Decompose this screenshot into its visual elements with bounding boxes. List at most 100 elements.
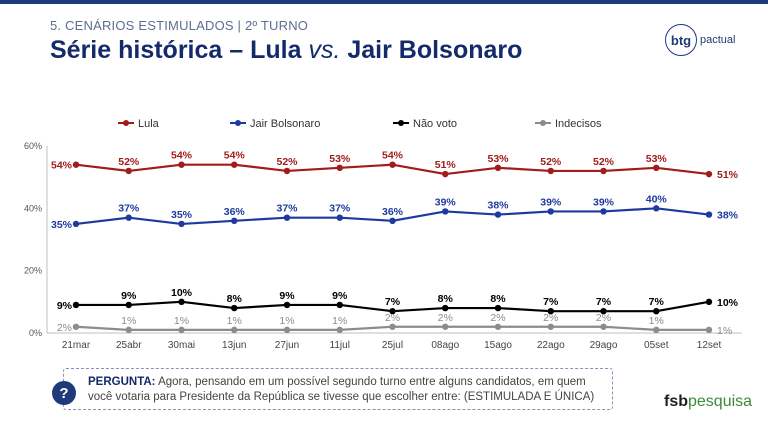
data-point xyxy=(125,167,132,175)
data-label: 2% xyxy=(438,312,453,324)
data-point xyxy=(547,323,554,330)
data-label: 52% xyxy=(540,156,562,168)
data-point xyxy=(547,307,554,315)
data-label: 53% xyxy=(646,153,668,165)
data-point xyxy=(547,167,554,175)
data-label: 54% xyxy=(224,150,246,162)
data-label: 37% xyxy=(118,203,140,215)
data-point xyxy=(442,323,449,330)
data-point xyxy=(336,301,343,309)
title-vs: vs. xyxy=(308,36,341,64)
data-point xyxy=(178,298,185,306)
fsb-main: fsb xyxy=(664,393,688,410)
data-label: 9% xyxy=(332,290,348,302)
x-tick-label: 05set xyxy=(644,340,669,351)
data-point xyxy=(178,326,185,334)
y-tick-label: 60% xyxy=(24,141,42,151)
x-tick-label: 13jun xyxy=(222,340,246,351)
y-tick-label: 40% xyxy=(24,203,42,213)
x-tick-label: 21mar xyxy=(62,340,91,351)
question-icon: ? xyxy=(52,381,76,405)
data-point xyxy=(653,307,660,315)
top-bar xyxy=(0,0,768,4)
data-label: 8% xyxy=(490,293,506,305)
data-point xyxy=(442,208,449,215)
question-label: PERGUNTA: xyxy=(88,376,156,388)
data-point xyxy=(442,304,449,312)
data-point xyxy=(705,298,713,306)
data-point xyxy=(600,208,607,215)
data-label: 8% xyxy=(438,293,454,305)
legend-swatch-marker xyxy=(235,120,241,126)
data-label: 8% xyxy=(227,293,243,305)
data-label: 40% xyxy=(646,193,668,205)
data-point xyxy=(336,326,343,334)
data-label: 53% xyxy=(487,153,509,165)
data-point xyxy=(705,170,713,178)
data-label: 2% xyxy=(543,312,558,324)
legend-swatch-marker xyxy=(398,120,404,126)
y-tick-label: 20% xyxy=(24,266,42,276)
data-label: 53% xyxy=(329,153,351,165)
data-label: 37% xyxy=(276,203,298,215)
data-label: 7% xyxy=(596,296,612,308)
question-body: Agora, pensando em um possível segundo t… xyxy=(88,376,595,403)
legend-label: Não voto xyxy=(413,118,457,130)
data-label: 52% xyxy=(593,156,615,168)
data-label: 38% xyxy=(487,200,509,212)
section-label: 5. CENÁRIOS ESTIMULADOS | 2º TURNO xyxy=(50,18,309,33)
data-label: 51% xyxy=(435,159,457,171)
data-point xyxy=(283,214,291,221)
data-point xyxy=(600,307,607,315)
fsb-logo: fsbpesquisa xyxy=(664,393,752,411)
x-tick-label: 25jul xyxy=(382,340,403,351)
data-point xyxy=(125,301,132,309)
logo-mark: btg xyxy=(665,24,697,56)
data-point xyxy=(283,301,291,309)
data-point xyxy=(705,211,713,218)
data-label: 1% xyxy=(649,315,664,327)
data-label: 7% xyxy=(649,296,665,308)
data-label: 2% xyxy=(385,312,400,324)
data-point xyxy=(72,161,80,168)
data-point xyxy=(72,301,80,309)
data-label: 2% xyxy=(596,312,611,324)
data-point xyxy=(389,323,396,330)
data-point xyxy=(600,167,607,175)
data-label: 51% xyxy=(717,169,739,181)
data-point xyxy=(178,161,185,168)
x-tick-label: 11jul xyxy=(330,340,350,351)
legend-label: Indecisos xyxy=(555,118,602,130)
data-point xyxy=(231,161,238,168)
question-text: PERGUNTA: Agora, pensando em um possível… xyxy=(88,375,608,405)
data-label: 1% xyxy=(227,315,242,327)
data-label: 1% xyxy=(121,315,136,327)
data-point xyxy=(231,304,238,312)
x-tick-label: 30mai xyxy=(168,340,195,351)
data-point xyxy=(336,214,343,221)
data-label: 9% xyxy=(57,300,73,312)
x-tick-label: 22ago xyxy=(537,340,565,351)
x-tick-label: 27jun xyxy=(275,340,299,351)
data-label: 2% xyxy=(57,322,72,334)
x-tick-label: 15ago xyxy=(484,340,512,351)
data-point xyxy=(125,214,132,221)
data-label: 54% xyxy=(382,150,404,162)
data-point xyxy=(494,304,502,312)
data-label: 1% xyxy=(279,315,294,327)
btg-logo: btg pactual xyxy=(665,24,735,56)
data-point xyxy=(389,161,396,168)
data-label: 52% xyxy=(118,156,140,168)
data-point xyxy=(389,217,396,224)
data-point xyxy=(231,217,238,224)
x-tick-label: 29ago xyxy=(590,340,618,351)
y-tick-label: 0% xyxy=(29,328,42,338)
data-label: 36% xyxy=(224,206,246,218)
data-label: 7% xyxy=(385,296,401,308)
data-label: 54% xyxy=(171,150,193,162)
data-label: 38% xyxy=(717,210,739,222)
data-point xyxy=(125,326,132,334)
data-point xyxy=(283,167,291,175)
data-point xyxy=(72,220,80,228)
data-point xyxy=(494,211,502,218)
